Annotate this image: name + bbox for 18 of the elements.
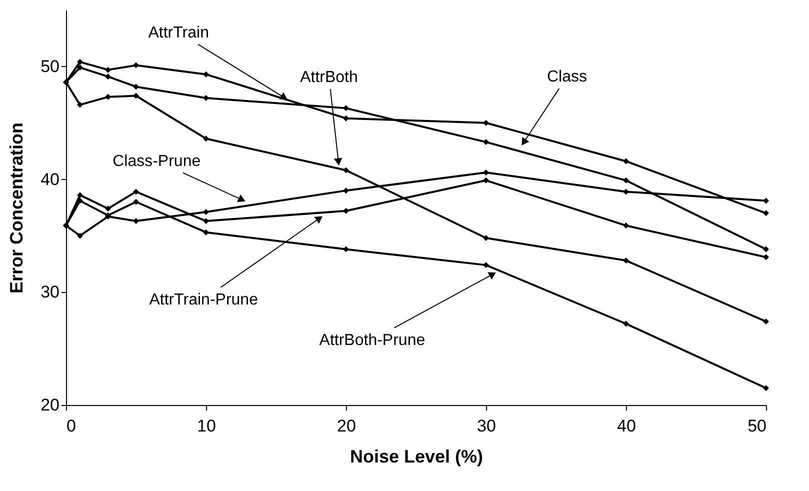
annotation: AttrBoth	[300, 68, 358, 86]
y-axis-title: Error Concentration	[6, 122, 27, 294]
x-tick-label: 10	[197, 416, 216, 436]
x-axis-title: Noise Level (%)	[350, 446, 484, 466]
annotation: AttrTrain	[148, 24, 209, 42]
annotation: Class-Prune	[112, 152, 201, 170]
x-tick-label: 20	[337, 416, 356, 436]
y-tick-label: 50	[40, 56, 60, 76]
x-tick-label: 30	[477, 416, 496, 436]
x-tick-label: 0	[66, 416, 76, 436]
x-tick-label: 50	[748, 416, 766, 436]
annotation: AttrBoth-Prune	[319, 332, 426, 349]
annotation: AttrTrain-Prune	[149, 291, 258, 308]
y-tick-label: 20	[40, 396, 60, 414]
y-tick-label: 40	[40, 170, 60, 189]
y-tick-label: 30	[40, 282, 60, 302]
x-tick-label: 40	[617, 416, 636, 436]
annotation: Class	[546, 68, 588, 86]
